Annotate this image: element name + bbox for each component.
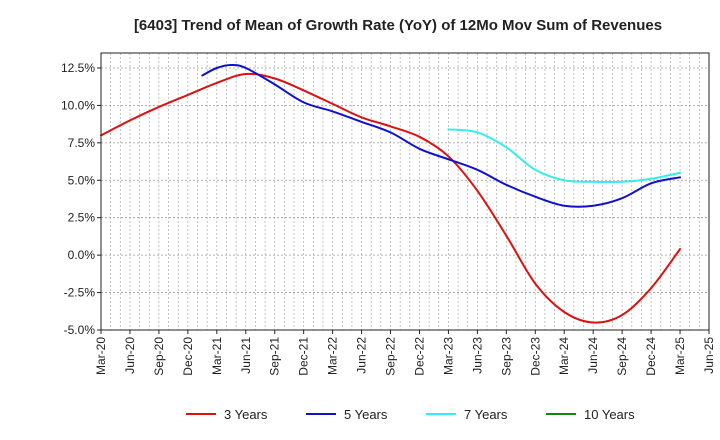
legend-label: 10 Years bbox=[584, 407, 635, 422]
legend-item-3-years: 3 Years bbox=[186, 407, 268, 422]
legend-item-7-years: 7 Years bbox=[426, 407, 508, 422]
y-tick-label: -2.5% bbox=[64, 286, 96, 300]
x-tick-label: Dec-22 bbox=[412, 337, 426, 376]
x-tick-label: Sep-23 bbox=[499, 337, 513, 376]
chart-title: [6403] Trend of Mean of Growth Rate (YoY… bbox=[134, 17, 662, 34]
x-tick-label: Jun-24 bbox=[586, 337, 600, 374]
x-tick-label: Mar-22 bbox=[326, 337, 340, 375]
x-tick-label: Dec-23 bbox=[528, 337, 542, 376]
x-axis: Mar-20 Jun-20 Sep-20 Dec-20 Mar-21 Jun-21 Sep-… bbox=[94, 330, 716, 376]
legend-label: 3 Years bbox=[224, 407, 268, 422]
x-tick-label: Sep-24 bbox=[615, 337, 629, 376]
x-tick-label: Dec-21 bbox=[297, 337, 311, 376]
y-tick-label: 2.5% bbox=[68, 211, 96, 225]
series-lines bbox=[100, 63, 681, 324]
y-tick-label: 5.0% bbox=[68, 173, 96, 187]
series-line-3-years bbox=[100, 72, 681, 324]
x-tick-label: Dec-20 bbox=[181, 337, 195, 376]
grid bbox=[101, 53, 709, 331]
legend-label: 5 Years bbox=[344, 407, 388, 422]
x-tick-label: Dec-24 bbox=[644, 337, 658, 376]
x-tick-label: Mar-21 bbox=[210, 337, 224, 375]
x-tick-label: Mar-20 bbox=[94, 337, 108, 375]
legend-item-5-years: 5 Years bbox=[306, 407, 388, 422]
y-tick-label: 12.5% bbox=[61, 61, 95, 75]
x-tick-label: Mar-25 bbox=[673, 337, 687, 375]
legend: 3 Years 5 Years 7 Years 10 Years bbox=[186, 407, 635, 422]
legend-item-10-years: 10 Years bbox=[546, 407, 635, 422]
x-tick-label: Sep-22 bbox=[384, 337, 398, 376]
y-tick-label: -5.0% bbox=[64, 323, 96, 337]
x-tick-label: Sep-20 bbox=[152, 337, 166, 376]
x-tick-label: Jun-20 bbox=[123, 337, 137, 374]
y-tick-label: 0.0% bbox=[68, 248, 96, 262]
x-tick-label: Jun-25 bbox=[702, 337, 716, 374]
x-tick-label: Mar-23 bbox=[441, 337, 455, 375]
series-line-7-years bbox=[447, 128, 681, 184]
series-line-5-years bbox=[201, 63, 681, 208]
y-tick-label: 10.0% bbox=[61, 98, 95, 112]
y-tick-label: 7.5% bbox=[68, 136, 96, 150]
x-tick-label: Jun-23 bbox=[470, 337, 484, 374]
x-tick-label: Jun-21 bbox=[239, 337, 253, 374]
plot-frame bbox=[100, 52, 710, 331]
legend-label: 7 Years bbox=[464, 407, 508, 422]
x-tick-label: Jun-22 bbox=[355, 337, 369, 374]
y-axis: -5.0% -2.5% 0.0% 2.5% 5.0% 7.5% 10.0% 12.5% bbox=[61, 61, 101, 337]
x-tick-label: Sep-21 bbox=[268, 337, 282, 376]
x-tick-label: Mar-24 bbox=[557, 337, 571, 375]
